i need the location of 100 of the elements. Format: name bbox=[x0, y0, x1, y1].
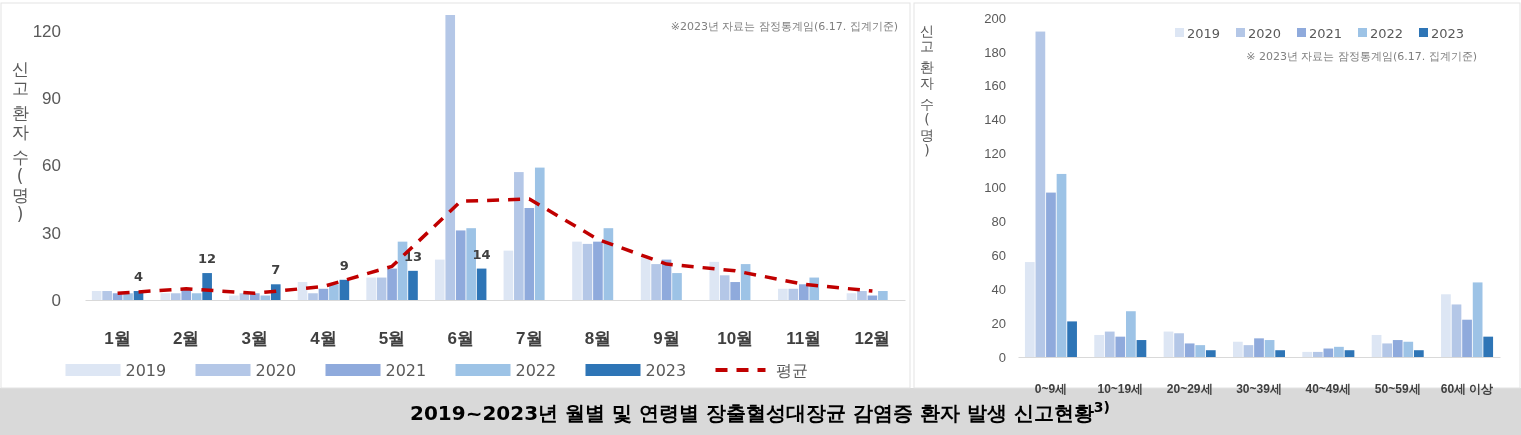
annotation: ※2023년 자료는 잠정통계임(6.17. 집계기준) bbox=[670, 20, 898, 33]
y-tick-label: 0 bbox=[51, 290, 61, 310]
bar bbox=[709, 261, 720, 300]
x-tick-label: 0~9세 bbox=[1034, 381, 1068, 396]
bar bbox=[572, 241, 582, 300]
x-tick-label: 9월 bbox=[653, 329, 680, 349]
y-tick-label: 200 bbox=[984, 10, 1006, 26]
legend-label: 2023 bbox=[1431, 26, 1465, 41]
bar bbox=[387, 268, 397, 300]
bar bbox=[434, 259, 445, 300]
bar bbox=[1046, 192, 1056, 357]
bar bbox=[1056, 173, 1067, 357]
x-tick-label: 3월 bbox=[241, 329, 269, 349]
bar bbox=[1334, 346, 1344, 357]
bar bbox=[1441, 294, 1451, 357]
x-tick-label: 6월 bbox=[447, 329, 474, 349]
bar bbox=[1382, 343, 1392, 357]
bar bbox=[308, 293, 318, 300]
bar bbox=[730, 282, 740, 300]
x-tick-label: 4월 bbox=[310, 329, 337, 349]
y-tick-label: 30 bbox=[42, 223, 61, 243]
legend-label: 2022 bbox=[1370, 26, 1404, 41]
y-tick-label: 60 bbox=[991, 247, 1006, 263]
bar bbox=[297, 282, 308, 300]
bar bbox=[1392, 340, 1403, 357]
bar bbox=[1126, 311, 1136, 357]
bar bbox=[1302, 351, 1313, 357]
bar bbox=[1115, 336, 1126, 357]
bar bbox=[466, 228, 476, 300]
line-series bbox=[115, 197, 875, 296]
legend-label: 2020 bbox=[1248, 26, 1282, 41]
bar bbox=[1035, 31, 1046, 357]
bar bbox=[191, 293, 202, 300]
y-tick-label: 80 bbox=[991, 214, 1006, 230]
bar bbox=[476, 268, 487, 300]
bar bbox=[1232, 341, 1243, 357]
bar bbox=[524, 207, 535, 300]
x-tick-label: 10월 bbox=[717, 329, 754, 349]
bar bbox=[1094, 334, 1105, 357]
y-tick-label: 0 bbox=[998, 349, 1006, 365]
annotation: ※ 2023년 자료는 잠정통계임(6.17. 집계기준) bbox=[1246, 50, 1477, 63]
x-tick-label: 40~49세 bbox=[1305, 381, 1352, 396]
bar bbox=[260, 295, 271, 300]
x-tick-label: 10~19세 bbox=[1097, 381, 1144, 396]
data-label: 14 bbox=[472, 246, 491, 262]
bar bbox=[1184, 343, 1195, 357]
bar bbox=[1174, 333, 1184, 357]
bar bbox=[1264, 340, 1275, 357]
data-label: 7 bbox=[271, 262, 281, 278]
bar bbox=[1371, 334, 1382, 357]
data-label: 12 bbox=[198, 251, 217, 267]
bar bbox=[318, 288, 329, 300]
bar bbox=[1136, 340, 1147, 357]
bar bbox=[1195, 345, 1206, 357]
y-tick-label: 20 bbox=[991, 315, 1006, 331]
bar bbox=[778, 288, 788, 300]
bar bbox=[651, 264, 661, 300]
bar bbox=[1483, 336, 1494, 357]
y-tick-label: 40 bbox=[991, 281, 1006, 297]
bar bbox=[593, 241, 603, 300]
x-tick-label: 2월 bbox=[172, 329, 200, 349]
bar bbox=[229, 295, 239, 300]
bar bbox=[366, 277, 376, 300]
bar bbox=[1163, 331, 1174, 357]
legend-label: 2019 bbox=[125, 361, 167, 380]
x-tick-label: 8월 bbox=[584, 329, 612, 349]
legend-label: 2019 bbox=[1187, 26, 1221, 41]
x-tick-label: 11월 bbox=[786, 329, 822, 349]
bar bbox=[719, 275, 730, 300]
bar bbox=[160, 293, 171, 300]
bar bbox=[1024, 262, 1035, 357]
y-tick-label: 120 bbox=[984, 146, 1006, 162]
bar bbox=[376, 277, 387, 300]
bar bbox=[455, 230, 466, 300]
bar bbox=[1462, 319, 1472, 357]
bar bbox=[798, 284, 809, 300]
bar bbox=[582, 243, 593, 300]
x-tick-label: 7월 bbox=[516, 329, 543, 349]
y-axis-title: 신고 환자 수(명) bbox=[920, 23, 934, 158]
bar bbox=[640, 257, 651, 300]
bar bbox=[91, 291, 102, 300]
legend-label: 2023 bbox=[645, 361, 687, 380]
bar bbox=[329, 284, 339, 300]
bar bbox=[1254, 338, 1264, 357]
data-label: 13 bbox=[403, 248, 423, 264]
bar bbox=[857, 291, 867, 300]
y-tick-label: 160 bbox=[984, 78, 1006, 94]
y-tick-label: 90 bbox=[42, 88, 61, 108]
y-axis-title: 신고 환자 수(명) bbox=[11, 59, 29, 224]
bar bbox=[339, 279, 350, 300]
bar bbox=[1403, 341, 1414, 357]
bar bbox=[1323, 348, 1334, 357]
y-tick-label: 120 bbox=[32, 21, 61, 41]
data-label: 4 bbox=[133, 269, 144, 285]
bar bbox=[1104, 331, 1115, 357]
bar bbox=[534, 167, 545, 300]
x-tick-label: 1월 bbox=[104, 329, 131, 349]
bar bbox=[1312, 351, 1323, 357]
legend-label: 평균 bbox=[775, 361, 808, 380]
legend-label: 2020 bbox=[255, 361, 297, 380]
